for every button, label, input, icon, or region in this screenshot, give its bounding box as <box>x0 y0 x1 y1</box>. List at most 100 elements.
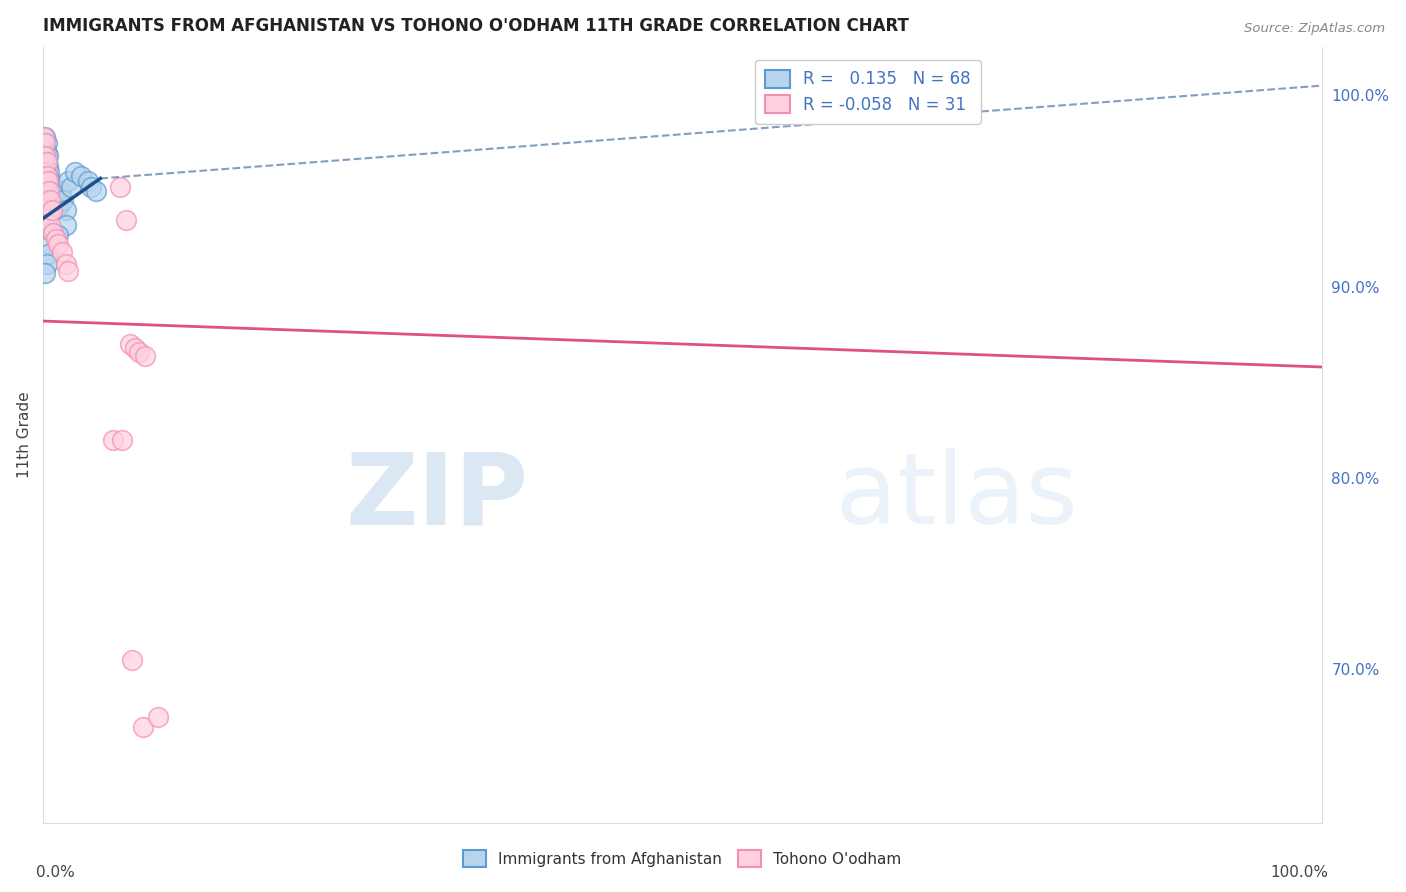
Point <box>42 226 65 240</box>
Point <box>41 199 63 213</box>
Point <box>32 161 55 175</box>
Point <box>37 149 59 163</box>
Point <box>38 165 60 179</box>
Point <box>34 149 56 163</box>
Point <box>39 194 62 208</box>
Point <box>45 187 67 202</box>
Point <box>35 187 58 202</box>
Point <box>128 344 150 359</box>
Point <box>37 178 59 193</box>
Point <box>37 159 59 173</box>
Point <box>39 202 62 217</box>
Point <box>35 169 58 183</box>
Point <box>34 130 56 145</box>
Point <box>44 202 66 217</box>
Point <box>63 165 86 179</box>
Point <box>38 184 60 198</box>
Point <box>101 433 124 447</box>
Point <box>46 195 69 210</box>
Point <box>124 341 146 355</box>
Point <box>39 174 62 188</box>
Point <box>46 237 69 252</box>
Point <box>34 165 56 179</box>
Point <box>35 212 58 227</box>
Text: 0.0%: 0.0% <box>37 865 75 880</box>
Point <box>37 197 59 211</box>
Point <box>108 180 131 194</box>
Point <box>45 232 67 246</box>
Point <box>38 184 60 198</box>
Point <box>41 202 63 217</box>
Point <box>34 136 56 150</box>
Point <box>34 202 56 217</box>
Point <box>55 257 77 271</box>
Point <box>42 197 65 211</box>
Point <box>35 194 58 208</box>
Point <box>35 202 58 217</box>
Point <box>35 155 58 169</box>
Point <box>34 266 56 280</box>
Point <box>32 142 55 156</box>
Point <box>35 257 58 271</box>
Point <box>34 184 56 198</box>
Point <box>35 174 58 188</box>
Point <box>44 194 66 208</box>
Point <box>38 174 60 188</box>
Point <box>46 227 69 242</box>
Point <box>146 710 169 724</box>
Point <box>37 247 59 261</box>
Point <box>35 136 58 150</box>
Point <box>115 212 138 227</box>
Point <box>38 207 60 221</box>
Point <box>37 169 59 183</box>
Point <box>39 184 62 198</box>
Point <box>38 194 60 208</box>
Point <box>55 202 77 217</box>
Point <box>48 199 70 213</box>
Point <box>34 145 56 160</box>
Y-axis label: 11th Grade: 11th Grade <box>17 392 32 478</box>
Point <box>34 174 56 188</box>
Point <box>45 192 67 206</box>
Point <box>35 184 58 198</box>
Point <box>39 219 62 233</box>
Point <box>58 174 80 188</box>
Point <box>134 349 156 363</box>
Point <box>34 165 56 179</box>
Point <box>37 187 59 202</box>
Point <box>49 184 72 198</box>
Point <box>121 653 143 667</box>
Point <box>35 165 58 179</box>
Point <box>45 197 67 211</box>
Point <box>42 187 65 202</box>
Point <box>41 180 63 194</box>
Point <box>34 155 56 169</box>
Point <box>55 219 77 233</box>
Point <box>51 245 73 260</box>
Point <box>86 184 108 198</box>
Legend: Immigrants from Afghanistan, Tohono O'odham: Immigrants from Afghanistan, Tohono O'od… <box>457 844 907 873</box>
Point <box>118 337 141 351</box>
Point <box>32 155 55 169</box>
Point <box>32 130 55 145</box>
Point <box>80 180 103 194</box>
Point <box>34 194 56 208</box>
Text: ZIP: ZIP <box>346 449 529 546</box>
Point <box>37 174 59 188</box>
Point <box>35 155 58 169</box>
Point <box>32 149 55 163</box>
Point <box>39 194 62 208</box>
Point <box>34 222 56 236</box>
Point <box>52 194 75 208</box>
Point <box>34 136 56 150</box>
Point <box>35 145 58 160</box>
Text: atlas: atlas <box>835 449 1077 546</box>
Point <box>70 169 93 183</box>
Point <box>131 720 153 734</box>
Point <box>38 202 60 217</box>
Text: Source: ZipAtlas.com: Source: ZipAtlas.com <box>1244 22 1385 36</box>
Point <box>76 174 98 188</box>
Point <box>59 180 82 194</box>
Point <box>58 264 80 278</box>
Text: 100.0%: 100.0% <box>1270 865 1329 880</box>
